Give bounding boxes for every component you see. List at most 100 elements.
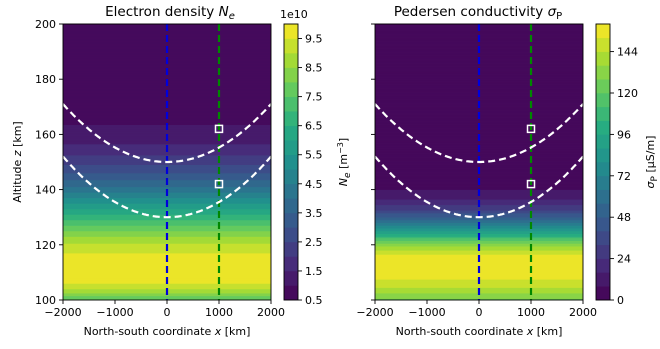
colorbar-level [596,203,610,218]
heatmap-band [63,54,271,57]
heatmap-band [63,261,271,264]
heatmap-band [375,218,583,221]
heatmap-band [63,154,271,157]
heatmap-band [63,85,271,88]
heatmap-band [375,110,583,113]
heatmap-band [63,142,271,145]
heatmap-band [375,120,583,123]
heatmap-band [375,250,583,252]
heatmap-band [63,240,271,243]
heatmap-band [63,110,271,113]
heatmap-band [63,109,271,112]
heatmap-band [375,273,583,276]
heatmap-band [375,44,583,47]
electron-density-x-ticks: −2000 −1000 0 1000 2000 [44,300,285,319]
heatmap-band [375,263,583,266]
heatmap-band [63,251,271,254]
colorbar-level [284,81,298,97]
colorbar-level [284,241,298,257]
colorbar-level [284,198,298,214]
magnetic-field-line [63,103,271,164]
heatmap-band [375,65,583,68]
heatmap-band [63,262,271,265]
x-tick-label: −1000 [96,306,133,319]
heatmap-band [63,118,271,121]
heatmap-band [375,30,583,33]
colorbar-level [596,244,610,259]
colorbar-level [596,216,610,232]
heatmap-band [63,74,271,77]
heatmap-band [375,118,583,121]
heatmap-band [375,208,583,211]
heatmap-band [63,163,271,166]
heatmap-band [375,54,583,57]
heatmap-band [63,107,271,110]
electron-density-overlays [63,24,271,300]
heatmap-band [63,252,271,255]
heatmap-band [375,207,583,210]
heatmap-band [375,74,583,77]
heatmap-band [375,295,583,298]
heatmap-band [63,98,271,101]
pedersen-conductivity-panel: Pedersen conductivity σP −2000 −1000 0 1000… [356,4,660,338]
heatmap-band [375,31,583,34]
heatmap-band [375,197,583,200]
heatmap-band [375,107,583,110]
heatmap-band [63,208,271,211]
x-tick-label: 1000 [517,306,545,319]
heatmap-band [63,198,271,201]
heatmap-band [375,85,583,88]
heatmap-band [63,229,271,232]
colorbar-level [596,272,610,287]
colorbar-tick-label: 8.5 [305,62,323,75]
colorbar-level [284,67,298,83]
pedersen-conductivity-title: Pedersen conductivity σP [394,4,562,22]
pedersen-conductivity-colorbar-ticks: 0 24 48 72 96 120 144 [610,46,638,307]
heatmap-band [375,196,583,199]
heatmap-band [375,55,583,58]
colorbar-level [284,285,298,301]
colorbar-tick-label: 72 [617,170,631,183]
heatmap-band [375,96,583,99]
heatmap-band [375,88,583,91]
heatmap-band [63,186,271,189]
heatmap-band [375,109,583,112]
intersection-marker [526,124,536,134]
heatmap-band [375,186,583,189]
heatmap-band [63,295,271,298]
intersection-marker [214,124,224,134]
heatmap-band [375,283,583,286]
y-tick-label: 180 [35,73,56,86]
pedersen-conductivity-colorbar-frame [595,23,611,301]
heatmap-band [63,96,271,99]
heatmap-band [63,132,271,135]
heatmap-band [375,153,583,156]
heatmap-band [63,152,271,155]
heatmap-band [375,154,583,157]
colorbar-tick-label: 0.5 [305,294,323,307]
electron-density-title: Electron density Ne [105,4,235,22]
colorbar-level [284,125,298,141]
heatmap-band [63,153,271,156]
intersection-marker [214,179,224,189]
colorbar-level [284,52,298,68]
x-tick-label: 1000 [205,306,233,319]
heatmap-band [63,210,271,212]
colorbar-tick-label: 6.5 [305,120,323,133]
colorbar-level [596,161,610,177]
heatmap-band [375,98,583,101]
y-tick-label: 140 [35,184,56,197]
colorbar-level [596,147,610,163]
colorbar-level [596,230,610,246]
heatmap-band [375,252,583,255]
colorbar-level [284,110,298,126]
heatmap-band [375,251,583,254]
heatmap-band [375,141,583,143]
colorbar-tick-label: 5.5 [305,149,323,162]
heatmap-band [63,219,271,222]
intersection-marker [526,179,536,189]
heatmap-band [375,33,583,36]
heatmap-band [63,55,271,58]
heatmap-band [63,65,271,68]
x-tick-label: 0 [476,306,483,319]
